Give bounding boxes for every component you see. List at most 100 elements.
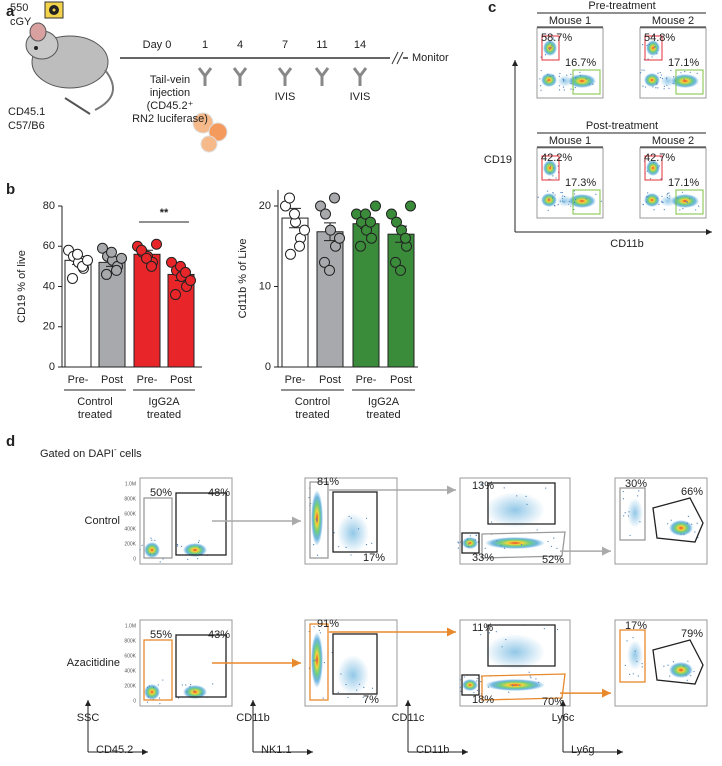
axis-label: CD19 xyxy=(484,154,512,166)
event-dot xyxy=(180,545,182,547)
event-dot xyxy=(313,626,315,628)
event-dot xyxy=(656,53,658,55)
event-dot xyxy=(548,47,550,49)
event-dot xyxy=(574,86,576,89)
gate xyxy=(175,634,227,698)
density-cloud xyxy=(557,75,573,87)
event-dot xyxy=(549,165,552,167)
event-dot xyxy=(468,543,470,545)
density-cloud xyxy=(646,40,660,56)
event-dot xyxy=(159,703,161,705)
y-axis-label: CD19 % of live xyxy=(16,250,28,323)
event-dot xyxy=(158,697,161,699)
event-dot xyxy=(550,47,552,49)
event-dot xyxy=(549,172,551,174)
event-dot xyxy=(556,547,558,549)
event-dot xyxy=(562,195,564,197)
event-dot xyxy=(491,521,493,523)
event-dot xyxy=(580,74,582,77)
gate xyxy=(644,155,663,181)
event-dot xyxy=(641,663,643,665)
event-dot xyxy=(481,483,483,485)
density-cloud xyxy=(543,40,557,56)
event-dot xyxy=(508,691,510,693)
mouse-illustration xyxy=(25,1,408,153)
axis-label: CD11b xyxy=(610,238,643,250)
density-cloud xyxy=(669,520,693,536)
event-dot xyxy=(547,540,549,543)
timeline-day: Day 0 xyxy=(143,39,172,51)
event-dot xyxy=(480,680,482,683)
event-dot xyxy=(649,178,652,180)
event-dot xyxy=(649,160,651,163)
panel-letter: d xyxy=(6,433,15,450)
event-dot xyxy=(652,86,654,88)
data-point xyxy=(395,264,406,276)
event-dot xyxy=(157,684,159,686)
event-dot xyxy=(159,561,161,563)
event-dot xyxy=(189,686,191,688)
data-point xyxy=(294,240,305,252)
event-dot xyxy=(318,629,320,631)
event-dot xyxy=(579,71,581,73)
event-dot xyxy=(557,165,559,167)
bar xyxy=(316,231,344,368)
gate xyxy=(481,531,566,559)
event-dot xyxy=(553,537,555,539)
event-dot xyxy=(371,687,374,689)
event-dot xyxy=(162,679,164,681)
event-dot xyxy=(573,190,575,192)
event-dot xyxy=(668,87,670,89)
event-dot xyxy=(362,696,364,698)
event-dot xyxy=(666,194,668,196)
event-dot xyxy=(154,539,156,541)
data-point xyxy=(141,252,152,264)
density-cloud xyxy=(311,490,323,546)
event-dot xyxy=(550,545,553,548)
data-point xyxy=(386,208,397,220)
density-cloud xyxy=(541,73,557,87)
gate xyxy=(619,487,646,541)
event-dot xyxy=(540,69,542,72)
event-dot xyxy=(686,522,688,524)
imaging-label: IVIS xyxy=(275,91,296,103)
data-point xyxy=(355,240,366,252)
event-dot xyxy=(626,640,628,642)
y-tick-label: 60 xyxy=(43,240,55,252)
gate xyxy=(332,633,378,695)
density-cloud xyxy=(144,684,160,700)
gate xyxy=(461,674,480,696)
event-dot xyxy=(496,540,498,542)
tick-label: 1.0M xyxy=(125,623,136,629)
gate xyxy=(572,189,601,215)
imaging-label: IVIS xyxy=(350,91,371,103)
gate xyxy=(675,69,704,95)
event-dot xyxy=(653,209,655,211)
event-dot xyxy=(654,46,656,48)
event-dot xyxy=(687,660,689,662)
event-dot xyxy=(627,515,630,517)
group-label: treated xyxy=(147,409,181,421)
gate-percent: 7% xyxy=(363,694,379,706)
event-dot xyxy=(554,194,556,196)
event-dot xyxy=(345,546,347,548)
event-dot xyxy=(658,165,660,167)
gate xyxy=(619,629,646,683)
plot-title: Mouse 2 xyxy=(652,15,694,27)
event-dot xyxy=(683,665,685,667)
event-dot xyxy=(570,205,572,207)
event-dot xyxy=(467,546,469,548)
event-dot xyxy=(592,83,594,85)
event-dot xyxy=(661,200,663,202)
gate xyxy=(541,35,560,61)
tick-label: 200K xyxy=(124,683,136,689)
event-dot xyxy=(547,73,549,75)
gate-percent: 18% xyxy=(472,694,494,706)
density-cloud xyxy=(183,543,207,557)
event-dot xyxy=(632,673,634,675)
event-dot xyxy=(552,167,555,169)
event-dot xyxy=(495,631,497,633)
event-dot xyxy=(543,628,545,630)
event-dot xyxy=(196,558,199,560)
y-tick-label: 80 xyxy=(43,200,55,212)
